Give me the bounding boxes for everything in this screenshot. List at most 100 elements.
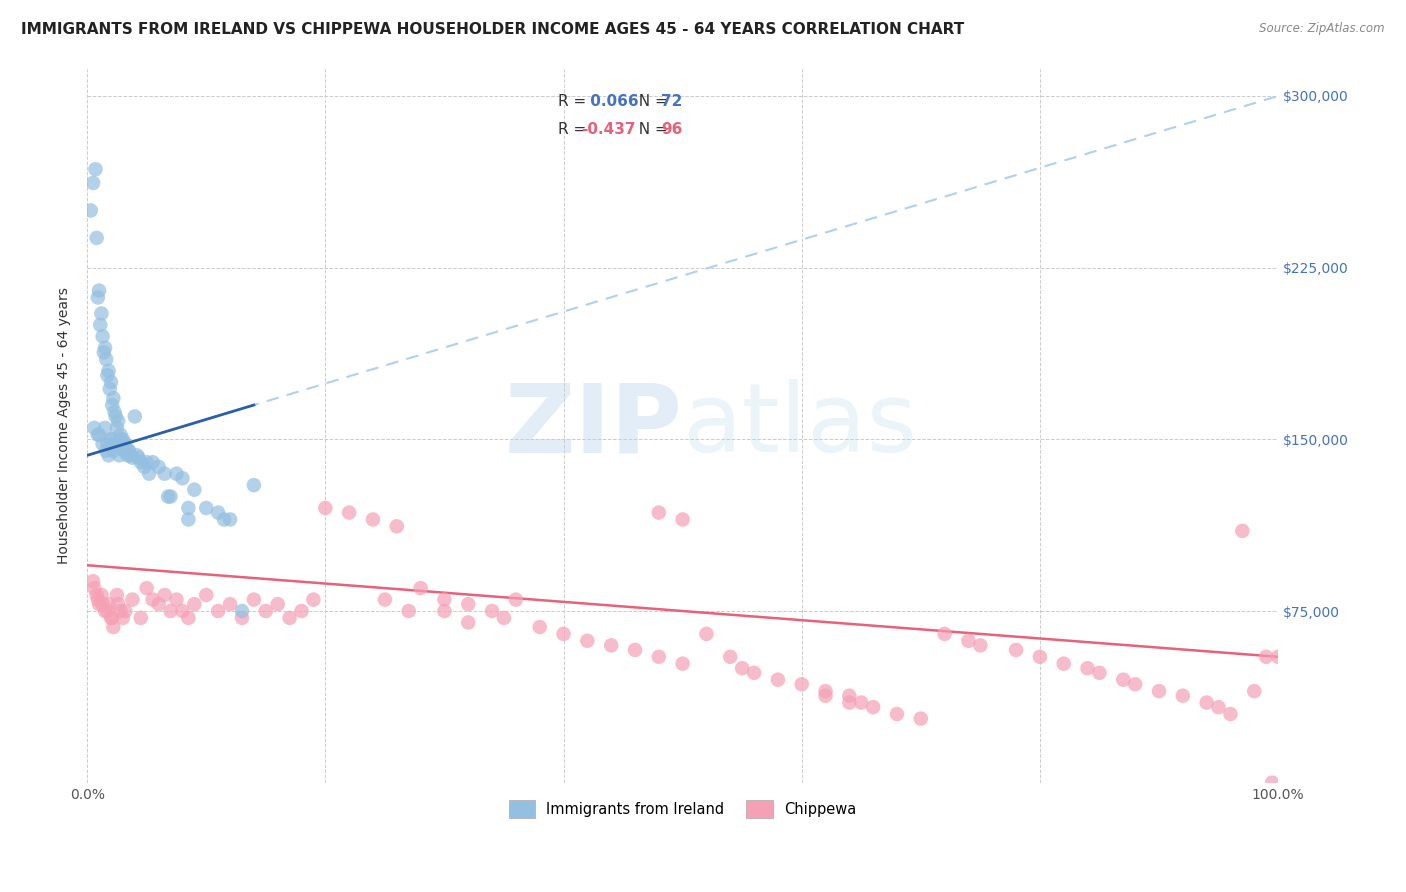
Point xyxy=(103,405,125,419)
Point xyxy=(1243,684,1265,698)
Point xyxy=(121,450,143,465)
Text: IMMIGRANTS FROM IRELAND VS CHIPPEWA HOUSEHOLDER INCOME AGES 45 - 64 YEARS CORREL: IMMIGRANTS FROM IRELAND VS CHIPPEWA HOUS… xyxy=(21,22,965,37)
Point xyxy=(82,176,104,190)
Text: 0.066: 0.066 xyxy=(585,94,638,109)
Point xyxy=(195,501,218,516)
Point xyxy=(105,588,128,602)
Point xyxy=(110,427,132,442)
Point xyxy=(314,501,336,516)
Text: Source: ZipAtlas.com: Source: ZipAtlas.com xyxy=(1260,22,1385,36)
Point xyxy=(1195,696,1218,710)
Point xyxy=(108,448,131,462)
Point xyxy=(492,611,515,625)
Point xyxy=(1232,524,1254,538)
Text: N =: N = xyxy=(628,94,672,109)
Point xyxy=(148,597,170,611)
Point xyxy=(97,597,120,611)
Point xyxy=(129,611,152,625)
Point xyxy=(142,455,165,469)
Text: -0.437: -0.437 xyxy=(582,122,636,137)
Point xyxy=(207,604,229,618)
Point xyxy=(278,611,301,625)
Point xyxy=(105,421,128,435)
Point xyxy=(166,467,188,481)
Point xyxy=(648,649,671,664)
Point xyxy=(118,448,141,462)
Point xyxy=(409,581,432,595)
Point xyxy=(94,341,117,355)
Point xyxy=(1029,649,1052,664)
Point xyxy=(96,437,118,451)
Point xyxy=(134,459,156,474)
Text: R =: R = xyxy=(558,94,591,109)
Point xyxy=(1088,665,1111,680)
Point xyxy=(111,611,134,625)
Point xyxy=(361,512,384,526)
Point xyxy=(124,409,146,424)
Point xyxy=(159,490,181,504)
Point xyxy=(83,421,105,435)
Point xyxy=(1208,700,1230,714)
Point xyxy=(1005,643,1028,657)
Text: R =: R = xyxy=(558,122,591,137)
Point xyxy=(624,643,647,657)
Point xyxy=(1123,677,1146,691)
Point xyxy=(814,684,837,698)
Point xyxy=(100,611,122,625)
Point xyxy=(862,700,884,714)
Point xyxy=(110,433,132,447)
Point xyxy=(87,427,110,442)
Point xyxy=(219,597,242,611)
Point xyxy=(97,364,120,378)
Point xyxy=(177,512,200,526)
Point xyxy=(91,597,114,611)
Point xyxy=(111,437,134,451)
Point xyxy=(934,627,956,641)
Point xyxy=(243,592,266,607)
Point xyxy=(648,506,671,520)
Point xyxy=(96,604,118,618)
Point xyxy=(87,290,110,304)
Point xyxy=(110,604,132,618)
Point xyxy=(101,398,124,412)
Point xyxy=(97,448,120,462)
Point xyxy=(457,615,479,630)
Point xyxy=(94,421,117,435)
Point xyxy=(1219,706,1241,721)
Point xyxy=(114,437,136,451)
Point xyxy=(1053,657,1076,671)
Point xyxy=(254,604,277,618)
Point xyxy=(93,345,115,359)
Point xyxy=(838,696,860,710)
Point xyxy=(87,592,110,607)
Point xyxy=(529,620,551,634)
Point xyxy=(1171,689,1194,703)
Point xyxy=(107,597,129,611)
Point xyxy=(600,638,623,652)
Point xyxy=(957,633,980,648)
Point xyxy=(337,506,360,520)
Point xyxy=(742,665,765,680)
Text: 96: 96 xyxy=(661,122,682,137)
Point xyxy=(398,604,420,618)
Point xyxy=(87,284,110,298)
Point xyxy=(1256,649,1278,664)
Point xyxy=(157,490,180,504)
Point xyxy=(153,467,176,481)
Point xyxy=(138,467,160,481)
Point xyxy=(672,512,695,526)
Point xyxy=(183,483,205,497)
Point xyxy=(94,604,117,618)
Point xyxy=(153,588,176,602)
Point xyxy=(433,604,456,618)
Point xyxy=(195,588,218,602)
Point xyxy=(100,433,122,447)
Text: ZIP: ZIP xyxy=(505,379,683,472)
Point xyxy=(207,506,229,520)
Point xyxy=(86,588,108,602)
Point xyxy=(111,437,134,451)
Point xyxy=(89,318,111,332)
Point xyxy=(129,455,152,469)
Point xyxy=(838,689,860,703)
Point xyxy=(96,368,118,383)
